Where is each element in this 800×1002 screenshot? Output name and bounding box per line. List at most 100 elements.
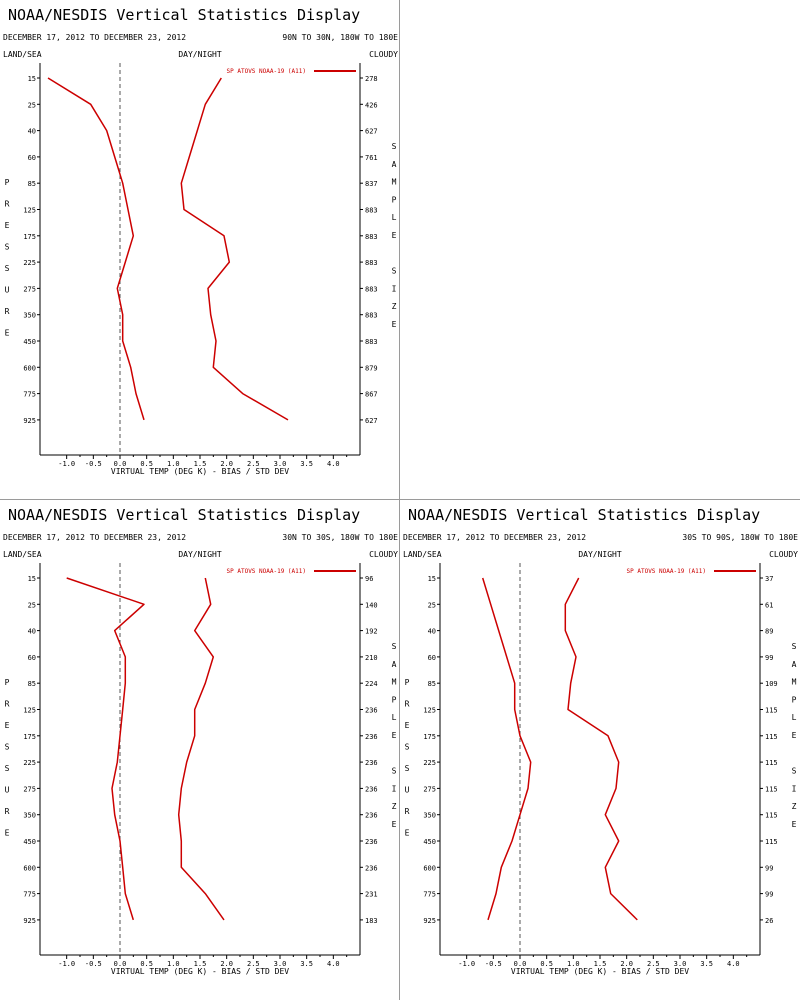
y-axis-label-letter: U [5, 286, 10, 295]
y2-axis-label-letter: A [392, 660, 397, 669]
sample-size-label: 115 [765, 785, 778, 793]
x-tick-label: 4.0 [727, 960, 740, 968]
y2-axis-label-letter: I [392, 784, 397, 793]
pressure-level-label: 175 [23, 733, 36, 741]
sample-size-label: 236 [365, 864, 378, 872]
y-axis-label-letter: R [405, 700, 410, 709]
y2-axis-label-letter: S [792, 642, 797, 651]
chart-title: NOAA/NESDIS Vertical Statistics Display [8, 6, 360, 24]
y-axis-label-letter: P [405, 678, 410, 687]
y-axis-label-letter: R [5, 807, 10, 816]
pressure-level-label: 925 [23, 417, 36, 425]
pressure-level-label: 60 [28, 654, 36, 662]
pressure-level-label: 925 [23, 917, 36, 925]
y2-axis-label-letter: M [792, 678, 797, 687]
y-axis-label-letter: R [405, 807, 410, 816]
x-tick-label: 2.5 [247, 960, 260, 968]
y-axis-label-letter: R [5, 307, 10, 316]
y-axis-label-letter: S [405, 764, 410, 773]
y2-axis-label-letter: I [392, 284, 397, 293]
sample-size-label: 883 [365, 338, 378, 346]
y-axis-label-letter: E [5, 721, 10, 730]
cloudy-label: CLOUDY [769, 550, 798, 559]
y2-axis-label-letter: A [392, 160, 397, 169]
chart-title: NOAA/NESDIS Vertical Statistics Display [408, 506, 760, 524]
land-sea-label: LAND/SEA [3, 550, 42, 559]
y2-axis-label-letter: S [792, 767, 797, 776]
y2-axis-label-letter: S [392, 767, 397, 776]
pressure-level-label: 125 [23, 207, 36, 215]
legend-label: SP ATOVS NOAA-19 (A11) [227, 568, 306, 575]
cloudy-label: CLOUDY [369, 50, 398, 59]
sample-size-label: 236 [365, 707, 378, 715]
x-tick-label: -0.5 [85, 960, 102, 968]
x-tick-label: 2.0 [620, 960, 633, 968]
horizontal-divider [0, 499, 800, 500]
land-sea-label: LAND/SEA [403, 550, 442, 559]
x-tick-label: 1.5 [194, 960, 207, 968]
x-tick-label: 1.0 [167, 960, 180, 968]
y-axis-label-letter: U [5, 786, 10, 795]
y2-axis-label-letter: M [392, 178, 397, 187]
x-tick-label: 0.5 [140, 460, 153, 468]
region-label: 30N TO 30S, 180W TO 180E [282, 533, 398, 542]
y-axis-label-letter: S [405, 743, 410, 752]
pressure-level-label: 40 [428, 628, 436, 636]
sample-size-label: 883 [365, 312, 378, 320]
y2-axis-label-letter: E [792, 731, 797, 740]
y-axis-label-letter: E [405, 829, 410, 838]
sample-size-label: 37 [765, 575, 773, 583]
pressure-level-label: 25 [28, 601, 36, 609]
x-tick-label: 3.0 [274, 960, 287, 968]
pressure-level-label: 350 [23, 312, 36, 320]
sample-size-label: 192 [365, 628, 378, 636]
pressure-level-label: 450 [23, 838, 36, 846]
x-tick-label: 4.0 [327, 460, 340, 468]
y-axis-label-letter: S [5, 243, 10, 252]
x-tick-label: 1.0 [167, 460, 180, 468]
cloudy-label: CLOUDY [369, 550, 398, 559]
sample-size-label: 837 [365, 180, 378, 188]
sample-size-label: 236 [365, 785, 378, 793]
x-tick-label: 1.0 [567, 960, 580, 968]
pressure-level-label: 350 [23, 812, 36, 820]
pressure-level-label: 275 [423, 785, 436, 793]
sample-size-label: 236 [365, 812, 378, 820]
y2-axis-label-letter: I [792, 784, 797, 793]
pressure-level-label: 600 [423, 864, 436, 872]
sample-size-label: 883 [365, 259, 378, 267]
x-tick-label: 3.0 [674, 960, 687, 968]
pressure-level-label: 225 [423, 759, 436, 767]
pressure-level-label: 15 [28, 575, 36, 583]
x-tick-label: 0.0 [114, 960, 127, 968]
x-tick-label: -0.5 [85, 460, 102, 468]
x-axis-label: VIRTUAL TEMP (DEG K) - BIAS / STD DEV [111, 467, 289, 476]
x-tick-label: 3.0 [274, 460, 287, 468]
y2-axis-label-letter: E [392, 820, 397, 829]
y2-axis-label-letter: E [392, 231, 397, 240]
x-tick-label: 0.5 [540, 960, 553, 968]
sample-size-label: 210 [365, 654, 378, 662]
y2-axis-label-letter: P [392, 195, 397, 204]
sample-size-label: 109 [765, 680, 778, 688]
pressure-level-label: 175 [423, 733, 436, 741]
chart-svg-south: NOAA/NESDIS Vertical Statistics Display D… [403, 506, 798, 976]
date-range: DECEMBER 17, 2012 TO DECEMBER 23, 2012 [3, 33, 186, 42]
y-axis-label-letter: S [5, 264, 10, 273]
pressure-level-label: 275 [23, 285, 36, 293]
chart-panel-tropics: NOAA/NESDIS Vertical Statistics Display D… [0, 500, 398, 998]
pressure-level-label: 925 [423, 917, 436, 925]
pressure-level-label: 85 [28, 180, 36, 188]
x-tick-label: 2.0 [220, 960, 233, 968]
chart-svg-tropics: NOAA/NESDIS Vertical Statistics Display D… [3, 506, 398, 976]
x-tick-label: 2.5 [247, 460, 260, 468]
chart-svg-north: NOAA/NESDIS Vertical Statistics Display D… [3, 6, 398, 476]
sample-size-label: 26 [765, 917, 773, 925]
sample-size-label: 231 [365, 891, 378, 899]
series-stddev-line [180, 77, 289, 421]
pressure-level-label: 450 [23, 338, 36, 346]
x-tick-label: 2.0 [220, 460, 233, 468]
x-axis-label: VIRTUAL TEMP (DEG K) - BIAS / STD DEV [511, 967, 689, 976]
sample-size-label: 99 [765, 891, 773, 899]
sample-size-label: 883 [365, 233, 378, 241]
